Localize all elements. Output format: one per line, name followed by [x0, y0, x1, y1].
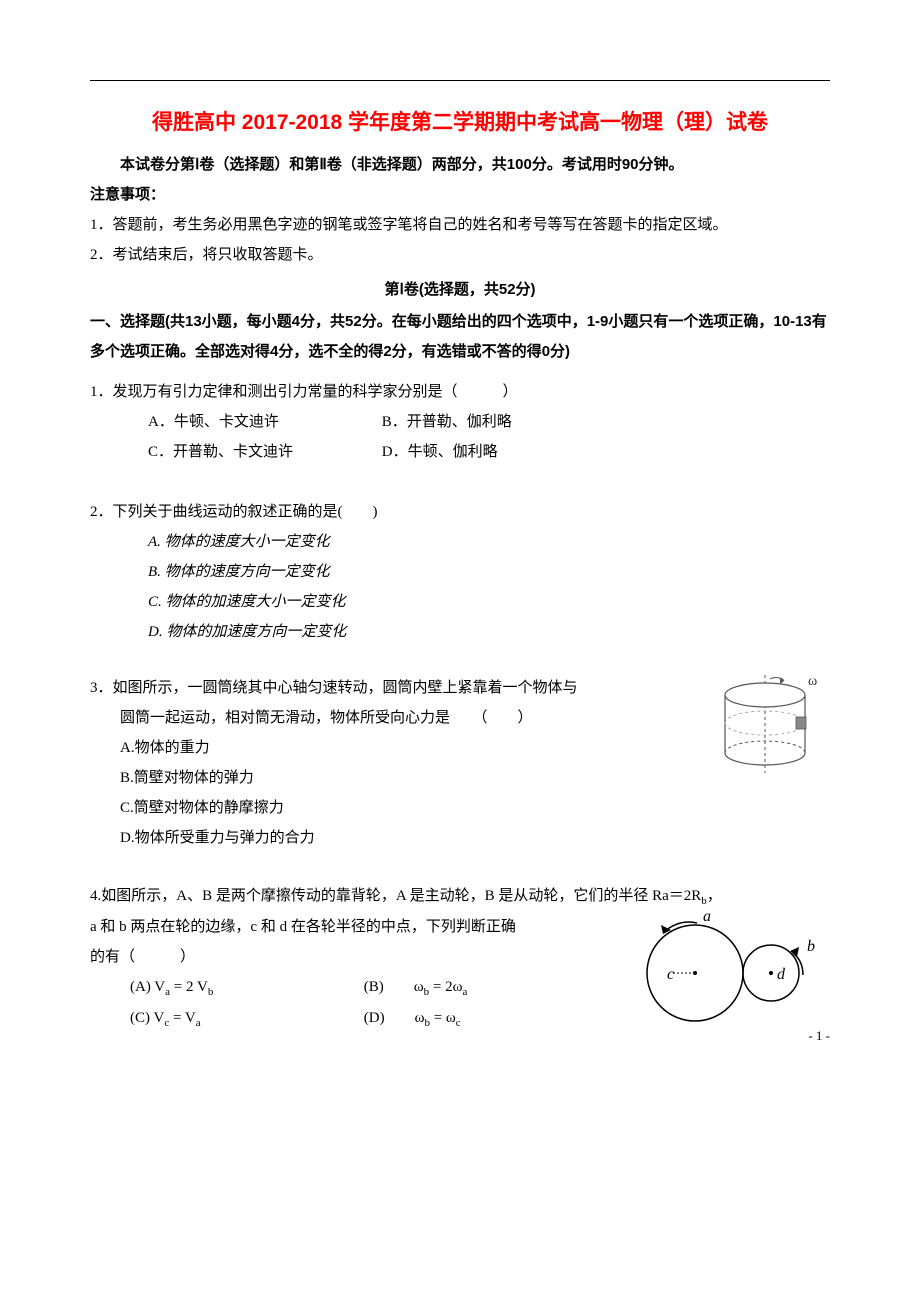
- cylinder-svg: ω: [700, 673, 830, 783]
- section-intro: 一、选择题(共13小题，每小题4分，共52分。在每小题给出的四个选项中，1-9小…: [90, 307, 830, 367]
- question-2: 2．下列关于曲线运动的叙述正确的是( ) A. 物体的速度大小一定变化 B. 物…: [90, 497, 830, 647]
- question-3: ω 3．如图所示，一圆筒绕其中心轴匀速转动，圆筒内壁上紧靠着一个物体与 圆筒一起…: [90, 673, 830, 853]
- q2-opt-b: B. 物体的速度方向一定变化: [148, 564, 330, 580]
- q3-line2: 圆筒一起运动，相对筒无滑动，物体所受向心力是 （ ）: [90, 703, 680, 733]
- notice-1: 1．答题前，考生务必用黑色字迹的钢笔或签字笔将自己的姓名和考号等写在答题卡的指定…: [90, 210, 830, 240]
- page-title: 得胜高中 2017-2018 学年度第二学期期中考试高一物理（理）试卷: [90, 106, 830, 136]
- instructions-block: 本试卷分第Ⅰ卷（选择题）和第Ⅱ卷（非选择题）两部分，共100分。考试用时90分钟…: [90, 150, 830, 270]
- q4-opt-a: (A) Va = 2 Vb: [130, 972, 360, 1003]
- exam-page: 得胜高中 2017-2018 学年度第二学期期中考试高一物理（理）试卷 本试卷分…: [0, 0, 920, 1074]
- q2-opt-c: C. 物体的加速度大小一定变化: [148, 594, 346, 610]
- omega-label: ω: [808, 674, 817, 689]
- notice-2: 2．考试结束后，将只收取答题卡。: [90, 240, 830, 270]
- page-number: - 1 -: [808, 1028, 830, 1044]
- q2-opt-a: A. 物体的速度大小一定变化: [148, 534, 330, 550]
- q1-stem: 1．发现万有引力定律和测出引力常量的科学家分别是（ ）: [90, 377, 830, 407]
- q1-options-row2: C．开普勒、卡文迪许 D．牛顿、伽利略: [90, 437, 830, 467]
- label-a: a: [703, 908, 711, 925]
- question-4: c d a b 4.如图所示，A、B 是两个摩擦传动的靠背轮，A 是主动轮，B …: [90, 881, 830, 1034]
- q1-opt-a: A．牛顿、卡文迪许: [148, 407, 378, 437]
- part1-header: 第Ⅰ卷(选择题，共52分): [90, 278, 830, 299]
- wheels-svg: c d a b: [625, 901, 835, 1031]
- label-d: d: [777, 966, 786, 983]
- top-rule: [90, 80, 830, 81]
- q1-opt-c: C．开普勒、卡文迪许: [148, 437, 378, 467]
- q3-opt-c: C.筒壁对物体的静摩擦力: [120, 793, 830, 823]
- q3-opt-d: D.物体所受重力与弹力的合力: [120, 823, 830, 853]
- q2-stem: 2．下列关于曲线运动的叙述正确的是( ): [90, 497, 830, 527]
- q4-opt-d: (D) ωb = ωc: [364, 1003, 594, 1034]
- overview-line: 本试卷分第Ⅰ卷（选择题）和第Ⅱ卷（非选择题）两部分，共100分。考试用时90分钟…: [120, 156, 684, 173]
- q4-l1a: 4.如图所示，A、B 是两个摩擦传动的靠背轮，A 是主动轮，B 是从动轮，它们的…: [90, 888, 701, 904]
- q1-opt-d: D．牛顿、伽利略: [382, 437, 612, 467]
- q1-options-row1: A．牛顿、卡文迪许 B．开普勒、伽利略: [90, 407, 830, 437]
- question-1: 1．发现万有引力定律和测出引力常量的科学家分别是（ ） A．牛顿、卡文迪许 B．…: [90, 377, 830, 467]
- q3-figure: ω: [700, 673, 830, 794]
- q2-options: A. 物体的速度大小一定变化 B. 物体的速度方向一定变化 C. 物体的加速度大…: [90, 527, 830, 647]
- q2-opt-d: D. 物体的加速度方向一定变化: [148, 624, 346, 640]
- q4-line3: 的有（ ）: [90, 942, 650, 972]
- q4-opt-b: (B) ωb = 2ωa: [364, 972, 594, 1003]
- label-b: b: [807, 938, 815, 955]
- q4-figure: c d a b: [625, 901, 835, 1042]
- q3-line1: 3．如图所示，一圆筒绕其中心轴匀速转动，圆筒内壁上紧靠着一个物体与: [90, 673, 650, 703]
- label-c: c: [667, 966, 674, 983]
- q1-opt-b: B．开普勒、伽利略: [382, 407, 612, 437]
- q4-line2: a 和 b 两点在轮的边缘，c 和 d 在各轮半径的中点，下列判断正确: [90, 912, 650, 942]
- notice-label: 注意事项：: [90, 186, 165, 203]
- q4-opt-c: (C) Vc = Va: [130, 1003, 360, 1034]
